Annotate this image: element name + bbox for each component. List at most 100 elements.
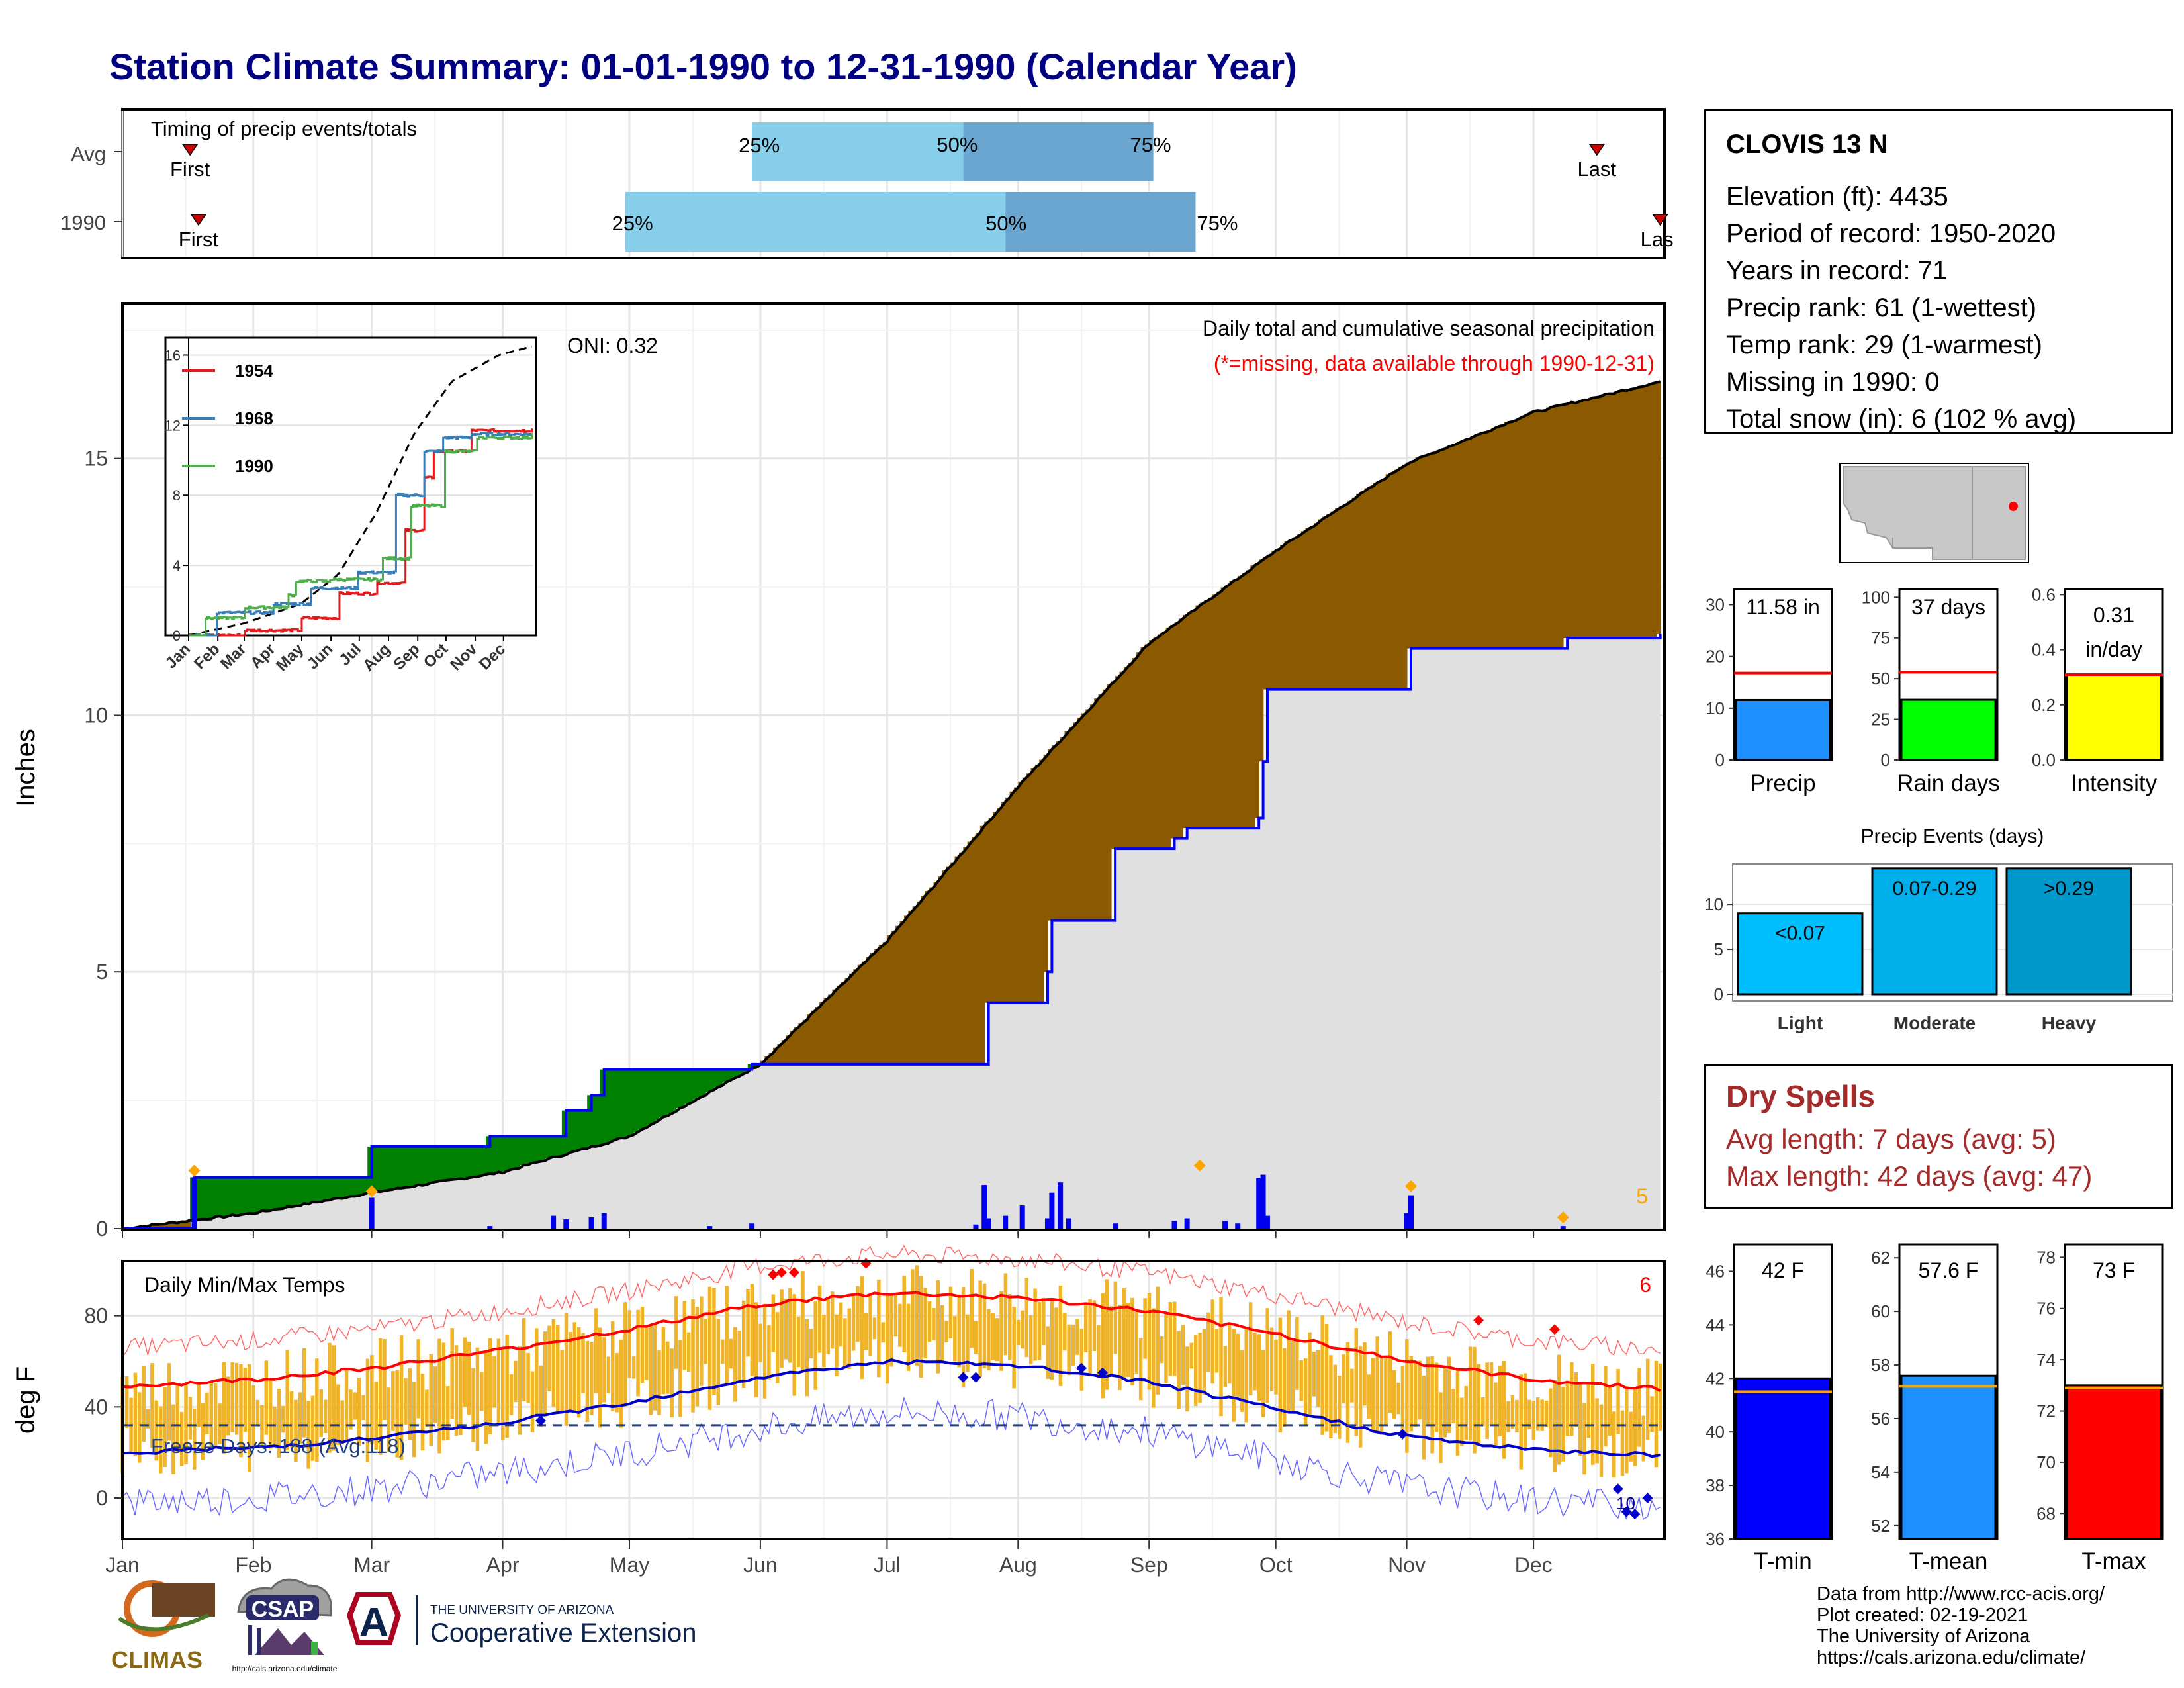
daily-temp-bar xyxy=(501,1349,505,1441)
deficit-segment xyxy=(1394,469,1399,690)
surplus-segment xyxy=(422,1146,428,1185)
surplus-segment xyxy=(731,1069,736,1078)
daily-temp-bar xyxy=(729,1338,733,1369)
surplus-segment xyxy=(709,1069,715,1090)
max-event-marker xyxy=(1193,1159,1206,1172)
surplus-segment xyxy=(735,1069,740,1077)
events-category-label: Heavy xyxy=(2042,1013,2097,1033)
surplus-segment xyxy=(502,1136,508,1172)
daily-temp-bar xyxy=(1214,1329,1219,1373)
summary-tick-label: 0 xyxy=(1715,750,1725,770)
surplus-segment xyxy=(570,1110,575,1152)
daily-temp-bar xyxy=(915,1265,919,1367)
surplus-segment xyxy=(739,1069,745,1074)
temp-ylabel: deg F xyxy=(11,1366,40,1434)
daily-temp-bar xyxy=(383,1339,387,1420)
daily-precip-bar xyxy=(1256,1178,1262,1229)
daily-temp-bar xyxy=(661,1327,666,1395)
surplus-segment xyxy=(591,1095,596,1147)
deficit-segment xyxy=(1242,573,1247,829)
deficit-segment xyxy=(1259,559,1264,762)
daily-temp-bar xyxy=(1434,1362,1439,1432)
daily-temp-bar xyxy=(737,1331,741,1382)
deficit-segment xyxy=(1322,516,1328,690)
daily-temp-bar xyxy=(391,1371,395,1431)
daily-temp-bar xyxy=(733,1327,737,1402)
surplus-segment xyxy=(325,1177,330,1201)
timing-bar-50-75 xyxy=(1005,192,1196,252)
daily-temp-bar xyxy=(665,1341,670,1394)
summary-value-label: 37 days xyxy=(1911,595,1985,619)
events-tick-label: 0 xyxy=(1714,984,1723,1004)
daily-temp-bar xyxy=(509,1374,514,1416)
daily-temp-bar xyxy=(1460,1397,1464,1446)
deficit-segment xyxy=(1246,570,1251,829)
deficit-segment xyxy=(156,1224,161,1229)
deficit-segment xyxy=(1005,797,1011,1003)
daily-precip-bar xyxy=(973,1224,979,1229)
daily-temp-bar xyxy=(1274,1339,1278,1395)
daily-temp-bar xyxy=(602,1337,606,1403)
temp-summary-bar xyxy=(2066,1384,2162,1540)
daily-temp-bar xyxy=(948,1286,953,1338)
first-label: First xyxy=(179,228,219,251)
y-tick-label: 80 xyxy=(84,1304,108,1328)
daily-temp-bar xyxy=(594,1308,598,1393)
daily-temp-bar xyxy=(344,1368,349,1443)
daily-temp-bar xyxy=(1312,1351,1316,1397)
summary-tick-label: 0.6 xyxy=(2032,585,2056,604)
y-tick-label: 40 xyxy=(84,1395,108,1419)
daily-temp-bar xyxy=(987,1309,991,1371)
surplus-segment xyxy=(705,1069,711,1092)
temp-summary-tick-label: 62 xyxy=(1871,1248,1890,1268)
surplus-segment xyxy=(540,1136,546,1161)
inset-y-tick: 0 xyxy=(173,628,181,644)
daily-temp-bar xyxy=(1549,1388,1553,1458)
deficit-segment xyxy=(1596,396,1602,639)
record-low-marker xyxy=(1397,1429,1408,1440)
daily-temp-bar xyxy=(138,1392,142,1463)
daily-temp-bar xyxy=(725,1286,729,1383)
deficit-segment xyxy=(1398,467,1404,690)
record-high-marker xyxy=(788,1267,799,1278)
daily-precip-bar xyxy=(707,1226,713,1229)
daily-temp-bar xyxy=(801,1271,805,1371)
avg-cumulative-line xyxy=(122,380,1661,1230)
surplus-segment xyxy=(426,1146,432,1183)
climas-text: CLIMAS xyxy=(111,1646,203,1673)
deficit-segment xyxy=(1504,422,1509,649)
surplus-segment xyxy=(477,1146,482,1176)
daily-temp-bar xyxy=(911,1269,915,1361)
daily-precip-bar xyxy=(981,1185,987,1229)
deficit-segment xyxy=(1575,401,1581,639)
pct-label: 25% xyxy=(612,212,653,235)
deficit-segment xyxy=(1406,462,1412,649)
daily-temp-bar xyxy=(1342,1354,1345,1404)
daily-temp-bar xyxy=(1118,1305,1122,1391)
deficit-segment xyxy=(1630,388,1636,639)
daily-temp-bar xyxy=(741,1300,746,1389)
daily-temp-bar xyxy=(856,1286,860,1342)
deficit-segment xyxy=(929,887,934,1064)
events-bar xyxy=(1737,912,1864,996)
deficit-segment xyxy=(1220,587,1226,829)
daily-temp-bar xyxy=(1160,1336,1164,1364)
daily-temp-bar xyxy=(767,1325,771,1380)
daily-temp-bar xyxy=(1075,1319,1079,1355)
daily-temp-bar xyxy=(1345,1342,1350,1443)
daily-temp-bar xyxy=(124,1376,129,1429)
deficit-segment xyxy=(1571,402,1576,639)
surplus-segment xyxy=(604,1069,609,1143)
daily-temp-bar xyxy=(205,1392,209,1434)
daily-temp-bar xyxy=(615,1353,619,1413)
daily-precip-bar xyxy=(601,1213,607,1229)
daily-temp-bar xyxy=(860,1276,864,1380)
surplus-segment xyxy=(396,1146,402,1188)
daily-temp-bar xyxy=(1008,1293,1012,1360)
surplus-segment xyxy=(215,1177,220,1217)
surplus-segment xyxy=(371,1146,377,1192)
surplus-segment xyxy=(228,1177,233,1215)
month-label: Jul xyxy=(874,1553,901,1577)
month-label: May xyxy=(610,1553,649,1577)
